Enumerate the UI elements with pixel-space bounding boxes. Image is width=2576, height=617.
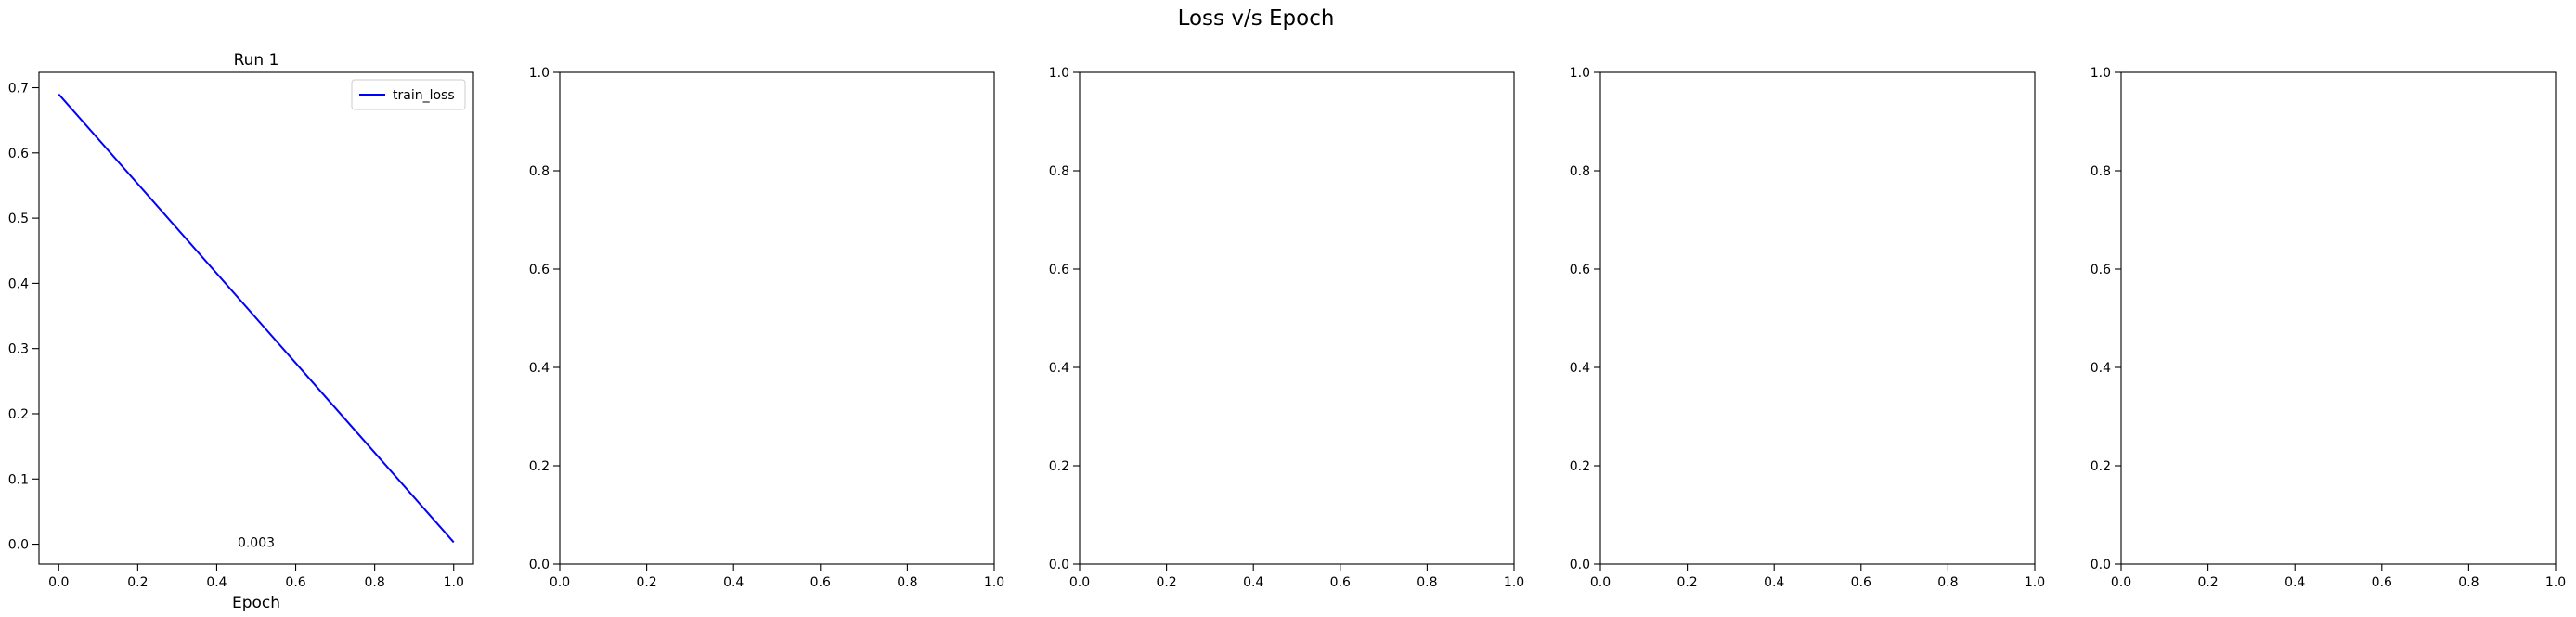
y-tick-label: 0.0 [8,538,29,553]
y-tick-label: 0.3 [8,342,29,357]
x-tick-label: 0.8 [2458,575,2479,590]
axes-frame [38,71,474,565]
axes-frame [2120,71,2557,565]
y-tick-label: 0.7 [8,82,29,96]
x-tick-label: 0.4 [206,575,227,590]
y-tick-label: 0.0 [529,558,550,572]
x-tick-label: 0.2 [1156,575,1176,590]
axes-frame [1079,71,1515,565]
subplot-2: 0.0 0.2 0.4 0.6 0.8 1.0 0.0 0.2 0.4 0.6 0.8 1.0 [529,66,1004,590]
y-tick-label: 0.6 [8,147,29,161]
x-tick-label: 0.8 [365,575,385,590]
y-tick-label: 0.4 [1570,361,1590,376]
x-tick-label: 0.2 [1676,575,1697,590]
y-tick-label: 1.0 [2091,66,2111,81]
y-tick-label: 0.0 [1049,558,1069,572]
y-tick-label: 0.2 [8,407,29,422]
y-tick-label: 0.5 [8,212,29,226]
legend-box [351,79,466,110]
x-tick-label: 0.0 [2111,575,2131,590]
y-tick-label: 0.6 [1570,263,1590,277]
subplot-3: 0.0 0.2 0.4 0.6 0.8 1.0 0.0 0.2 0.4 0.6 0.8 1.0 [1049,66,1524,590]
y-tick-label: 0.6 [529,263,550,277]
x-tick-label: 0.0 [550,575,570,590]
x-tick-label: 0.0 [1590,575,1611,590]
y-tick-label: 0.4 [1049,361,1069,376]
x-tick-label: 1.0 [984,575,1004,590]
x-tick-label: 0.4 [1764,575,1784,590]
y-tick-label: 0.2 [1570,459,1590,474]
y-tick-label: 1.0 [1049,66,1069,81]
x-axis-label: Epoch [232,594,280,612]
legend-label: train_loss [393,88,455,103]
y-tick-label: 0.4 [8,276,29,291]
x-tick-label: 0.6 [2372,575,2392,590]
x-tick-label: 0.2 [636,575,656,590]
y-tick-label: 0.8 [529,164,550,179]
x-tick-label: 1.0 [444,575,464,590]
y-tick-label: 0.0 [1570,558,1590,572]
y-tick-label: 0.4 [2091,361,2111,376]
y-tick-label: 0.2 [2091,459,2111,474]
x-tick-label: 0.6 [810,575,831,590]
y-tick-label: 0.2 [1049,459,1069,474]
x-tick-label: 0.4 [2285,575,2305,590]
y-tick-label: 1.0 [1570,66,1590,81]
y-tick-label: 0.4 [529,361,550,376]
axes-frame [559,71,995,565]
subplot-1: 0.0 0.2 0.4 0.6 0.8 1.0 0.0 0.1 0.2 0.3 0.4 0.5 0.6 0… [8,51,474,612]
y-tick-label: 0.0 [2091,558,2111,572]
axes-frame [1599,71,2036,565]
x-tick-label: 0.2 [2197,575,2218,590]
value-annotation: 0.003 [238,535,275,550]
y-tick-label: 0.8 [2091,164,2111,179]
series-line-train-loss [58,93,455,544]
x-tick-label: 0.4 [1243,575,1263,590]
x-tick-label: 1.0 [2025,575,2045,590]
figure-suptitle: Loss v/s Epoch [1178,6,1335,31]
y-tick-label: 0.6 [1049,263,1069,277]
legend: train_loss [351,79,466,110]
x-tick-label: 0.0 [48,575,69,590]
y-tick-label: 0.6 [2091,263,2111,277]
x-tick-label: 0.2 [127,575,148,590]
x-tick-label: 0.6 [1330,575,1351,590]
subplot-5: 0.0 0.2 0.4 0.6 0.8 1.0 0.0 0.2 0.4 0.6 0.8 1.0 [2091,66,2566,590]
subplot-4: 0.0 0.2 0.4 0.6 0.8 1.0 0.0 0.2 0.4 0.6 0.8 1.0 [1570,66,2045,590]
x-tick-label: 0.6 [1851,575,1871,590]
x-tick-label: 0.8 [1937,575,1958,590]
subplot-panels: 0.0 0.2 0.4 0.6 0.8 1.00.00.10.20.30.40.50.60… [8,51,2566,612]
x-tick-label: 1.0 [1504,575,1524,590]
x-tick-label: 1.0 [2545,575,2566,590]
y-tick-label: 1.0 [529,66,550,81]
x-tick-label: 0.8 [897,575,917,590]
y-tick-label: 0.2 [529,459,550,474]
x-tick-label: 0.0 [1069,575,1090,590]
y-tick-label: 0.8 [1570,164,1590,179]
x-tick-label: 0.6 [285,575,305,590]
x-tick-label: 0.4 [723,575,744,590]
x-tick-label: 0.8 [1417,575,1437,590]
y-tick-label: 0.8 [1049,164,1069,179]
y-tick-label: 0.1 [8,472,29,487]
subplot-title: Run 1 [234,51,279,70]
